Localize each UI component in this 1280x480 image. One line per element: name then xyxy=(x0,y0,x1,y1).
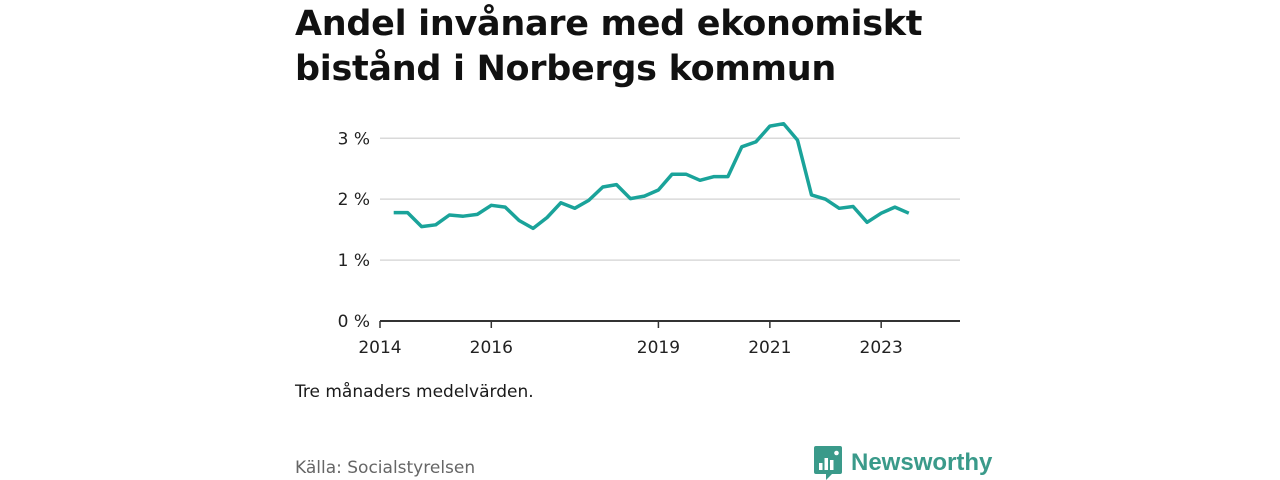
x-tick-label: 2014 xyxy=(358,338,401,358)
newsworthy-logo-icon xyxy=(814,446,842,480)
grid-lines xyxy=(380,137,960,261)
x-tick-label: 2021 xyxy=(748,338,791,358)
source-text: Källa: Socialstyrelsen xyxy=(295,458,476,478)
newsworthy-logo[interactable]: Newsworthy xyxy=(814,446,992,480)
x-tick-label: 2016 xyxy=(470,338,513,358)
chart-note: Tre månaders medelvärden. xyxy=(295,382,534,402)
chart-title: Andel invånare med ekonomiskt bistånd i … xyxy=(295,4,923,89)
x-tick-label: 2019 xyxy=(637,338,680,358)
x-tick-label: 2023 xyxy=(860,338,903,358)
y-tick-label: 1 % xyxy=(338,251,370,271)
brand-name: Newsworthy xyxy=(851,449,993,476)
series-layer xyxy=(393,121,910,231)
y-axis-labels: 0 % 1 % 2 % 3 % xyxy=(338,129,370,332)
x-axis-labels: 2014 2016 2019 2021 2023 xyxy=(358,321,903,358)
y-tick-label: 0 % xyxy=(338,312,370,332)
series-line xyxy=(393,121,910,231)
y-tick-label: 3 % xyxy=(338,129,370,149)
y-tick-label: 2 % xyxy=(338,190,370,210)
